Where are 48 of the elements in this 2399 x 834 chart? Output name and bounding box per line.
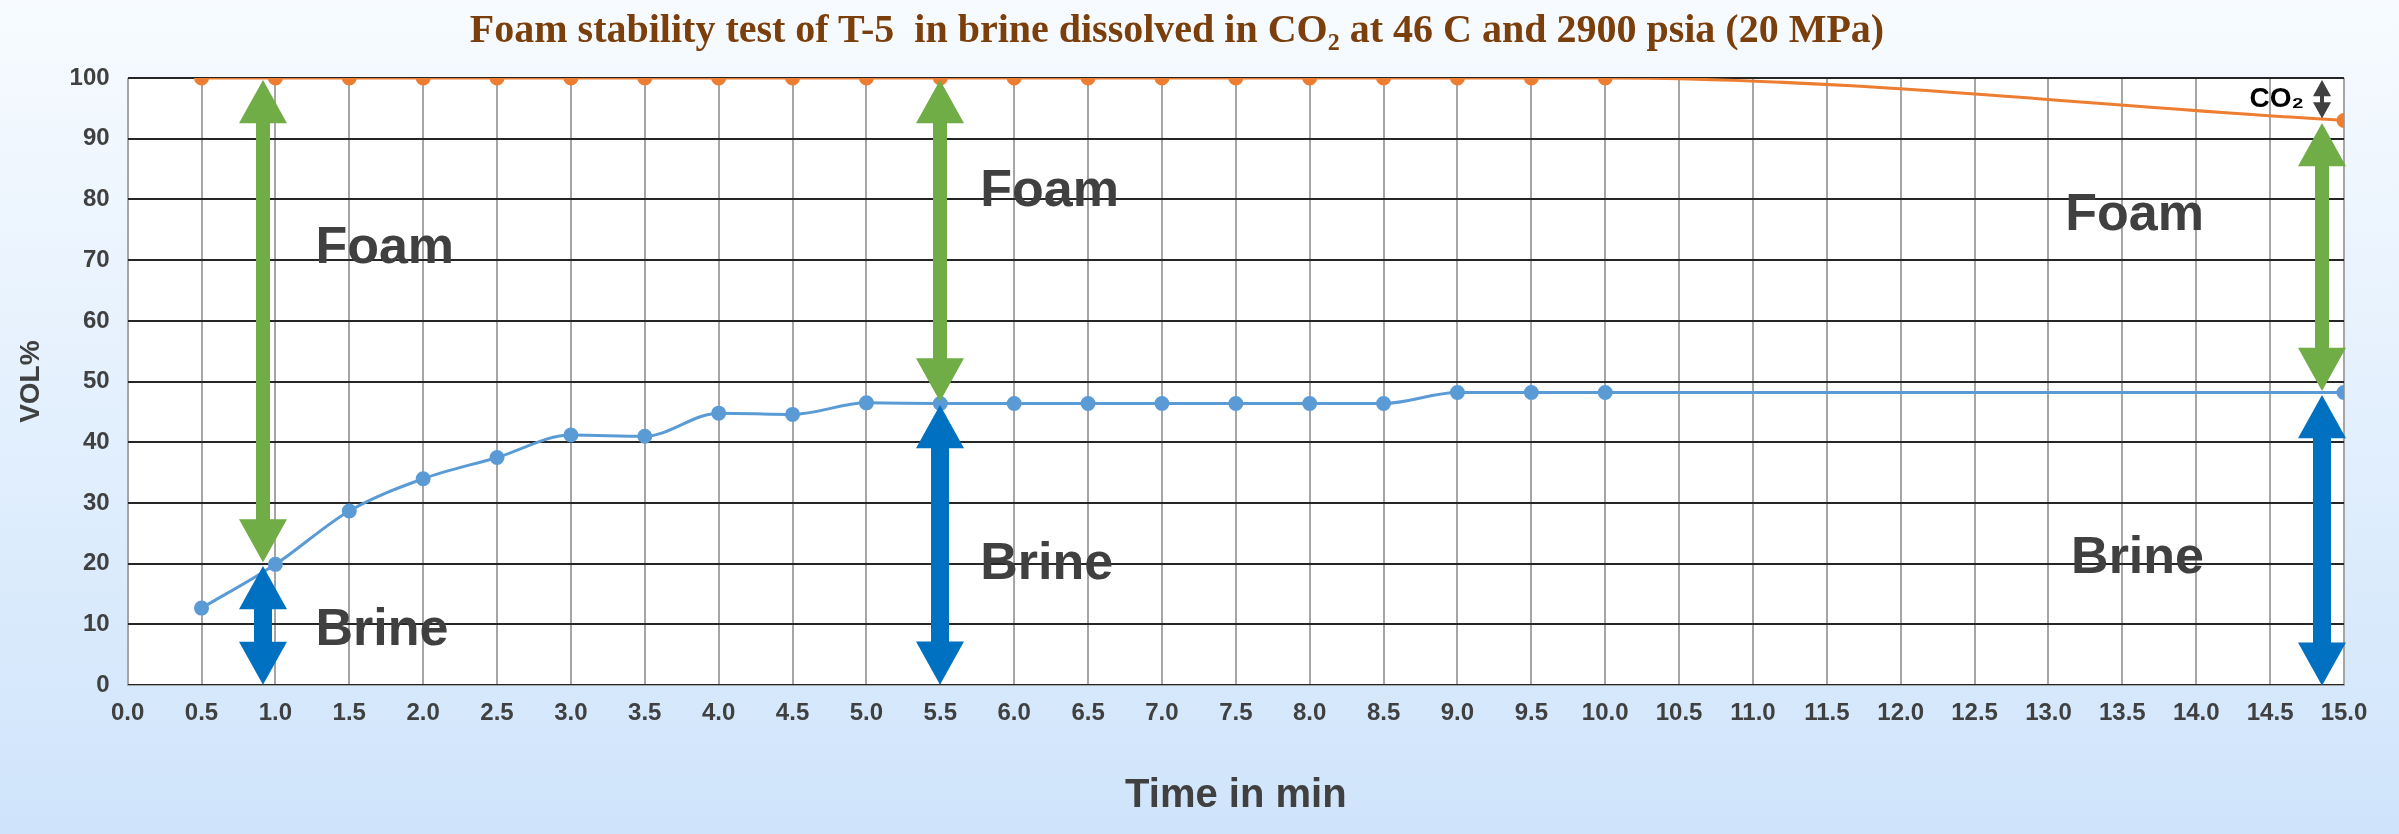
x-tick-label: 11.0 [1730,698,1776,726]
x-tick-label: 5.0 [849,698,884,726]
x-tick-label: 4.0 [701,698,736,726]
x-tick-label: 10.0 [1581,698,1629,726]
x-tick-label: 13.5 [2099,698,2146,726]
x-tick-label: 0.0 [110,698,145,726]
x-tick-label: 7.0 [1145,698,1179,726]
x-tick-label: 8.0 [1293,698,1327,726]
x-tick-label: 1.5 [332,698,366,726]
x-tick-label: 10.5 [1655,698,1703,726]
x-tick-label: 5.5 [923,698,957,726]
y-tick-label: 20 [82,548,110,576]
x-tick-label: 8.5 [1366,698,1401,726]
x-tick-label: 2.5 [480,698,514,726]
x-tick-label: 12.0 [1877,698,1925,726]
x-tick-label: 4.5 [775,698,810,726]
y-tick-label: 90 [82,123,110,151]
y-tick-label: 60 [82,305,110,333]
annotation: Foam [315,215,455,274]
x-tick-label: 3.0 [554,698,588,726]
x-tick-label: 13.0 [2025,698,2072,726]
x-tick-label: 9.5 [1514,698,1549,726]
y-tick-label: 0 [96,669,110,697]
x-tick-label: 14.0 [2172,698,2220,726]
annotation: Foam [2065,183,2204,242]
y-tick-label: 30 [82,487,110,515]
x-tick-label: 6.5 [1071,698,1105,726]
x-tick-label: 15.0 [2320,698,2368,726]
x-tick-label: 14.5 [2246,698,2294,726]
y-tick-label: 50 [82,366,110,394]
x-tick-label: 11.5 [1804,698,1850,726]
y-axis-title: VOL% [13,340,45,423]
y-tick-label: 100 [69,62,110,90]
chart-title: Foam stability test of T-5 in brine dissolved in CO₂ at 46 C and 2900 psia (20 MPa) [469,6,1885,52]
y-tick-label: 40 [82,426,110,454]
x-tick-label: 2.0 [406,698,440,726]
x-tick-label: 6.0 [997,698,1031,726]
x-tick-label: 12.5 [1951,698,1998,726]
x-axis-title: Time in min [1125,771,1347,816]
y-tick-label: 80 [82,184,110,212]
y-tick-label: 70 [82,244,110,272]
x-tick-label: 1.0 [258,698,293,726]
annotation: CO₂ [2249,81,2304,113]
x-tick-label: 0.5 [184,698,219,726]
x-tick-label: 3.5 [628,698,662,726]
y-tick-label: 10 [82,609,110,637]
x-tick-label: 9.0 [1440,698,1475,726]
x-tick-label: 7.5 [1219,698,1253,726]
